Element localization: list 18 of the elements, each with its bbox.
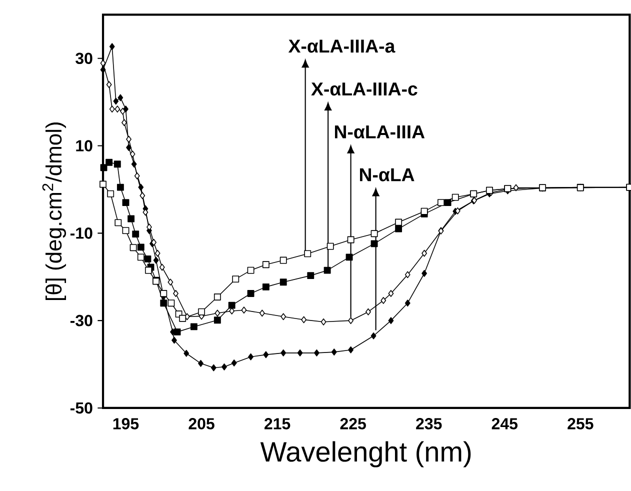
y-axis-title: [θ] (deg.cm$^{2}$/dmol)	[42, 122, 66, 300]
x-tick-label: 205	[188, 418, 214, 430]
annotation: X-αLA-IIIA-c	[311, 82, 418, 96]
y-tick-label: -10	[70, 228, 92, 239]
annotation: X-αLA-IIIA-a	[288, 40, 396, 53]
y-tick-label: 10	[76, 140, 92, 152]
y-tick-label: 30	[76, 52, 92, 64]
x-tick-label: 235	[416, 418, 442, 430]
annotation: N-αLA-IIIA	[334, 125, 425, 138]
x-tick-label: 255	[568, 418, 594, 430]
annotation: N-αLA	[360, 168, 414, 182]
x-tick-label: 215	[264, 418, 290, 430]
y-tick-label: -50	[70, 402, 92, 414]
y-tick-label: -30	[70, 314, 92, 326]
x-tick-label: 245	[492, 418, 518, 430]
x-axis-title: Wavelenght (nm)	[260, 441, 471, 468]
x-tick-label: 195	[113, 418, 139, 430]
x-tick-label: 225	[340, 418, 366, 430]
